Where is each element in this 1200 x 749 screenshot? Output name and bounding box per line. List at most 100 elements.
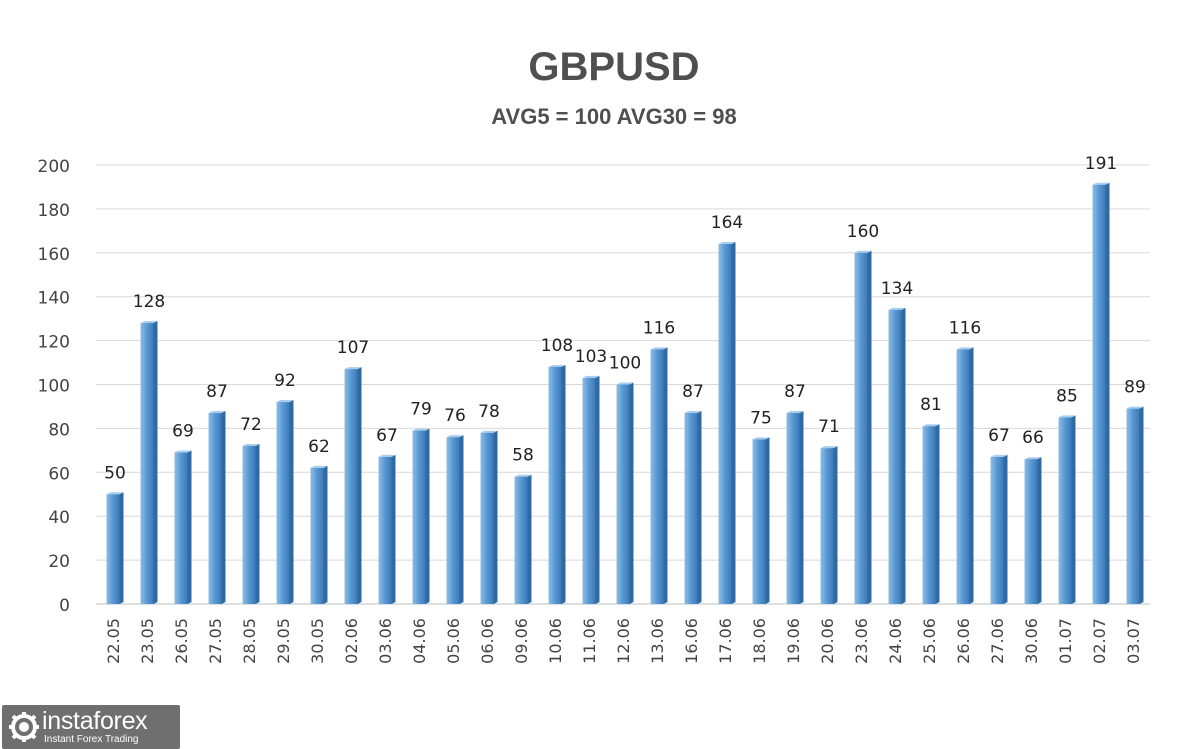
bar: [752, 437, 770, 604]
bar: [616, 382, 634, 604]
x-tick-label: 01.07: [1056, 618, 1075, 664]
x-tick-label: 02.06: [342, 618, 361, 664]
bar: [820, 446, 838, 604]
bar: [582, 375, 600, 604]
data-label: 134: [881, 279, 913, 299]
bar: [684, 411, 702, 604]
data-label: 71: [818, 417, 840, 437]
x-tick-label: 26.05: [172, 618, 191, 664]
x-tick-label: 06.06: [478, 618, 497, 664]
x-tick-label: 24.06: [886, 618, 905, 664]
data-label: 75: [750, 408, 772, 428]
data-label: 92: [274, 371, 296, 391]
x-tick-label: 30.06: [1022, 618, 1041, 664]
bar: [208, 411, 226, 604]
data-label: 85: [1056, 386, 1078, 406]
x-tick-label: 19.06: [784, 618, 803, 664]
bar: [548, 364, 566, 604]
x-tick-label: 03.07: [1124, 618, 1143, 664]
x-tick-label: 29.05: [274, 618, 293, 664]
x-tick-label: 05.06: [444, 618, 463, 664]
x-tick-label: 26.06: [954, 618, 973, 664]
bar: [106, 492, 124, 604]
data-label: 116: [643, 318, 675, 338]
data-label: 79: [410, 400, 432, 420]
bar: [310, 465, 328, 604]
data-label: 67: [988, 426, 1010, 446]
bar: [956, 347, 974, 604]
x-axis-categories: 22.05 23.05 26.05 27.05 28.05 29.05 30.05 02.06…: [104, 618, 1143, 664]
bar: [1024, 457, 1042, 604]
x-tick-label: 04.06: [410, 618, 429, 664]
data-label: 87: [682, 382, 704, 402]
data-label: 50: [104, 463, 126, 483]
bar: [378, 454, 396, 604]
gear-globe-icon: [9, 712, 39, 742]
y-axis-ticks: 0 20 40 60 80 100 120 140 160 180 200: [38, 157, 70, 616]
data-label: 72: [240, 415, 262, 435]
bar: [242, 443, 260, 604]
x-tick-label: 30.05: [308, 618, 327, 664]
watermark-tagline: Instant Forex Trading: [44, 734, 139, 745]
bar: [1092, 182, 1110, 604]
data-label: 69: [172, 422, 194, 442]
bar: [922, 424, 940, 604]
bar: [344, 367, 362, 604]
chart-title: GBPUSD: [528, 45, 699, 89]
data-label: 89: [1124, 378, 1146, 398]
data-label: 128: [133, 292, 165, 312]
x-tick-label: 22.05: [104, 618, 123, 664]
x-tick-label: 25.06: [920, 618, 939, 664]
bar: [1126, 406, 1144, 604]
y-tick-label: 180: [38, 201, 70, 221]
bar: [650, 347, 668, 604]
x-tick-label: 12.06: [614, 618, 633, 664]
data-label: 66: [1022, 428, 1044, 448]
data-label: 78: [478, 402, 500, 422]
y-tick-label: 80: [48, 420, 70, 440]
data-label: 191: [1085, 154, 1117, 174]
bar: [480, 430, 498, 604]
data-label: 116: [949, 318, 981, 338]
watermark-brand-name: instaforex: [42, 707, 148, 735]
data-label: 108: [541, 336, 573, 356]
x-tick-label: 27.05: [206, 618, 225, 664]
x-tick-label: 13.06: [648, 618, 667, 664]
x-tick-label: 09.06: [512, 618, 531, 664]
bars: [106, 182, 1144, 605]
y-tick-label: 200: [38, 157, 70, 177]
x-tick-label: 02.07: [1090, 618, 1109, 664]
data-label: 67: [376, 426, 398, 446]
x-tick-label: 23.05: [138, 618, 157, 664]
instaforex-watermark: instaforex Instant Forex Trading: [2, 705, 180, 749]
x-tick-label: 18.06: [750, 618, 769, 664]
chart-subtitle: AVG5 = 100 AVG30 = 98: [491, 104, 736, 129]
x-tick-label: 10.06: [546, 618, 565, 664]
y-tick-label: 100: [38, 377, 70, 397]
bar: [174, 450, 192, 604]
bar: [412, 428, 430, 604]
bar: [140, 321, 158, 604]
y-tick-label: 20: [48, 552, 70, 572]
x-tick-label: 27.06: [988, 618, 1007, 664]
data-label: 164: [711, 213, 743, 233]
data-label: 107: [337, 338, 369, 358]
data-label: 87: [206, 382, 228, 402]
bar: [854, 250, 872, 605]
y-tick-label: 120: [38, 333, 70, 353]
data-label: 81: [920, 395, 942, 415]
data-label: 87: [784, 382, 806, 402]
bar: [888, 307, 906, 604]
y-tick-label: 60: [48, 464, 70, 484]
data-label: 76: [444, 406, 466, 426]
bar: [446, 435, 464, 604]
data-label: 103: [575, 347, 607, 367]
x-tick-label: 28.05: [240, 618, 259, 664]
data-label: 100: [609, 354, 641, 374]
bar: [514, 474, 532, 604]
bar: [786, 411, 804, 604]
bar: [276, 400, 294, 604]
